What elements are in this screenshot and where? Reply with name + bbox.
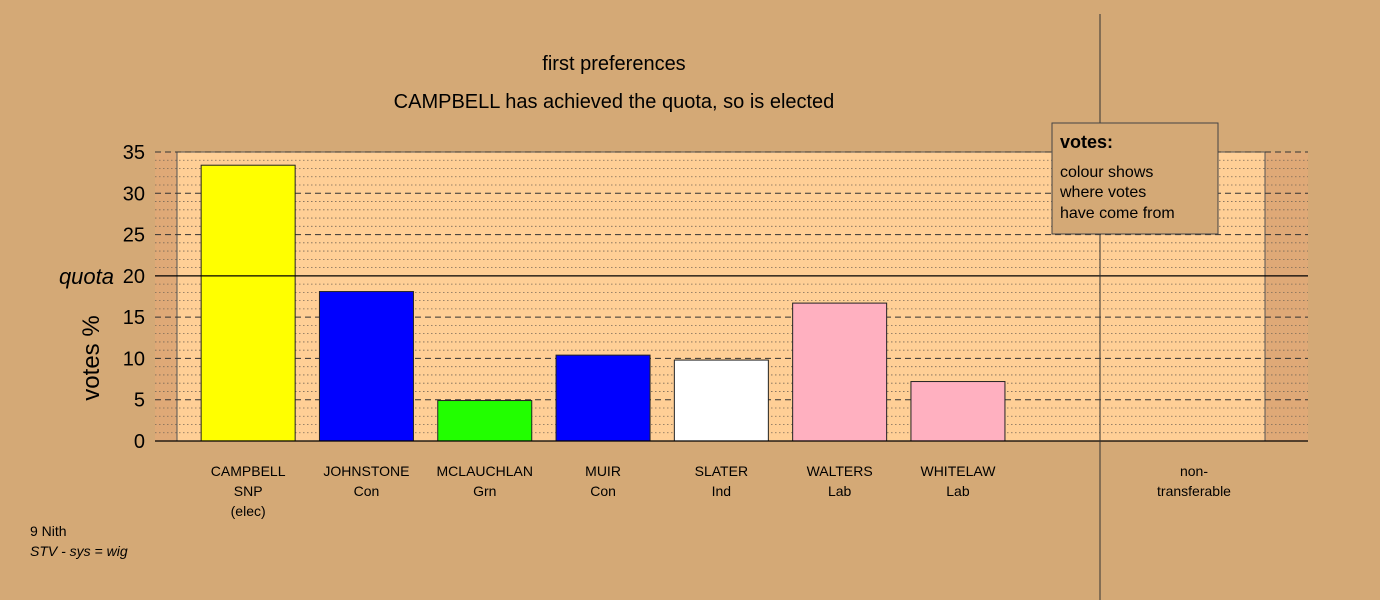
x-tick-label: WHITELAW — [920, 463, 996, 479]
x-tick-label: Con — [354, 483, 380, 499]
x-tick-label: Lab — [828, 483, 852, 499]
x-tick-label: MUIR — [585, 463, 621, 479]
x-tick-label: Grn — [473, 483, 496, 499]
x-tick-label: Lab — [946, 483, 970, 499]
x-tick-label: (elec) — [231, 503, 266, 519]
bar-campbell — [200, 164, 296, 442]
bar-muir — [555, 354, 651, 442]
axes — [155, 14, 1308, 600]
x-tick-label: CAMPBELL — [211, 463, 286, 479]
legend-box: votes: colour shows where votes have com… — [1051, 122, 1219, 235]
bars — [200, 164, 1006, 442]
y-axis-label: votes % — [78, 315, 105, 400]
y-tick-labels: 0 5 10 15 20 25 30 35 — [123, 142, 145, 453]
chart-subtitle: CAMPBELL has achieved the quota, so is e… — [394, 91, 835, 113]
y-tick-label: 20 — [123, 266, 145, 288]
y-tick-label: 0 — [134, 431, 145, 453]
x-tick-label: Con — [590, 483, 616, 499]
x-tick-label: SNP — [234, 483, 263, 499]
footer-ward: 9 Nith — [30, 523, 67, 539]
chart-title: first preferences — [542, 53, 685, 75]
x-tick-label-nontransferable: transferable — [1157, 483, 1231, 499]
bar-johnstone — [318, 291, 414, 442]
bar-slater — [673, 359, 769, 442]
x-tick-label: JOHNSTONE — [323, 463, 409, 479]
y-tick-label: 15 — [123, 307, 145, 329]
legend-line: colour shows — [1060, 164, 1153, 181]
y-tick-label: 5 — [134, 390, 145, 412]
legend-line: have come from — [1060, 205, 1175, 222]
bar-whitelaw — [910, 381, 1006, 442]
x-tick-label: SLATER — [695, 463, 748, 479]
x-tick-label: WALTERS — [807, 463, 873, 479]
y-tick-label: 30 — [123, 183, 145, 205]
y-tick-label: 25 — [123, 225, 145, 247]
quota-label: quota — [59, 264, 114, 289]
x-tick-labels: CAMPBELL SNP (elec) JOHNSTONE Con MCLAUCHLAN G… — [211, 463, 1231, 519]
x-tick-label-nontransferable: non- — [1180, 463, 1208, 479]
y-tick-label: 35 — [123, 142, 145, 164]
x-tick-label: MCLAUCHLAN — [437, 463, 533, 479]
legend-line: where votes — [1059, 184, 1146, 201]
footer-system: STV - sys = wig — [30, 543, 128, 559]
y-tick-label: 10 — [123, 348, 145, 370]
legend-title: votes: — [1060, 132, 1113, 152]
bar-mclauchlan — [437, 400, 533, 442]
x-tick-label: Ind — [712, 483, 731, 499]
bar-walters — [792, 302, 888, 442]
